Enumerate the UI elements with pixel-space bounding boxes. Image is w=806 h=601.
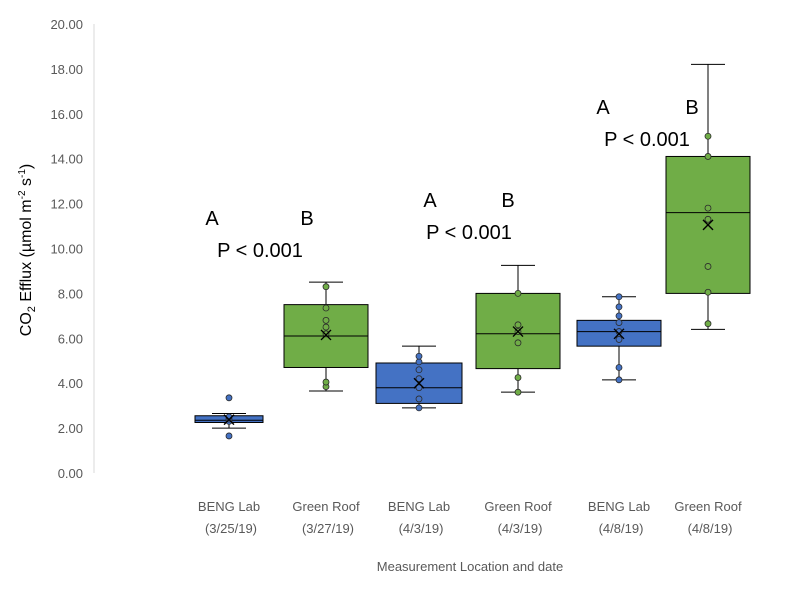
data-point [415, 375, 423, 383]
significance-letter: A [596, 97, 610, 119]
data-point [514, 289, 522, 297]
significance-letter: B [300, 208, 313, 230]
y-axis: 0.00 2.00 4.00 6.00 8.00 10.00 12.00 14.00 16.00… [50, 17, 95, 481]
data-point [225, 432, 233, 440]
y-tick-label: 0.00 [58, 466, 83, 481]
y-tick-label: 4.00 [58, 376, 83, 391]
data-point [704, 204, 712, 212]
data-point [415, 384, 423, 392]
y-title-mid2: s [18, 178, 35, 190]
data-point [415, 352, 423, 360]
data-point [322, 330, 330, 338]
significance-letter: A [205, 208, 219, 230]
data-point [704, 320, 712, 328]
box-3 [375, 345, 463, 412]
y-title-mid: Efflux (µmol m [18, 199, 35, 306]
y-title-end: ) [18, 164, 35, 169]
box-2 [283, 281, 369, 392]
y-axis-title: CO2 Efflux (µmol m-2 s-1) [17, 164, 38, 336]
data-point [415, 366, 423, 374]
mean-marker [413, 377, 425, 389]
data-point [704, 132, 712, 140]
data-point [322, 283, 330, 291]
y-title-subscript: 2 [26, 306, 38, 312]
p-value-label: P < 0.001 [217, 240, 303, 262]
x-category-name: Green Roof [292, 499, 360, 514]
y-title-prefix: CO [18, 312, 35, 336]
x-category-name: Green Roof [484, 499, 552, 514]
x-category-date: (4/3/19) [399, 521, 444, 536]
box-1 [194, 394, 264, 440]
data-point [322, 304, 330, 312]
mean-marker [223, 414, 235, 426]
y-tick-label: 20.00 [50, 17, 83, 32]
box-4 [475, 264, 561, 396]
y-tick-label: 14.00 [50, 152, 83, 167]
x-category-name: BENG Lab [588, 499, 650, 514]
data-point [322, 378, 330, 386]
significance-annotations: A B P < 0.001 A B P < 0.001 A B P < 0.001 [205, 97, 698, 262]
data-point [615, 293, 623, 301]
y-tick-label: 6.00 [58, 331, 83, 346]
mean-marker [702, 219, 714, 231]
data-point [615, 376, 623, 384]
data-point [704, 215, 712, 223]
y-tick-label: 12.00 [50, 197, 83, 212]
data-point [322, 323, 330, 331]
data-point [415, 358, 423, 366]
data-point [225, 394, 233, 402]
data-point [615, 364, 623, 371]
annotation-group-3: A B P < 0.001 [596, 97, 698, 151]
mean-marker [320, 329, 332, 341]
x-category-date: (4/8/19) [599, 521, 644, 536]
x-category-date: (3/25/19) [205, 521, 257, 536]
data-point [704, 288, 712, 296]
data-point [415, 395, 423, 403]
y-tick-label: 18.00 [50, 62, 83, 77]
y-tick-label: 16.00 [50, 107, 83, 122]
mean-marker [512, 326, 524, 338]
data-point [514, 388, 522, 396]
annotation-group-1: A B P < 0.001 [205, 208, 313, 262]
x-category-date: (4/3/19) [498, 521, 543, 536]
significance-letter: B [685, 97, 698, 119]
box-5 [576, 293, 662, 384]
y-tick-label: 10.00 [50, 242, 83, 257]
x-category-name: BENG Lab [388, 499, 450, 514]
significance-letter: A [423, 190, 437, 212]
x-category-date: (4/8/19) [688, 521, 733, 536]
data-point [704, 263, 712, 270]
box-6 [665, 63, 751, 330]
data-point [615, 312, 623, 320]
data-point [514, 374, 522, 381]
significance-letter: B [501, 190, 514, 212]
data-point [415, 404, 423, 412]
data-point [615, 303, 623, 311]
data-point [322, 316, 330, 324]
x-category-labels: BENG Lab (3/25/19) Green Roof (3/27/19) BENG… [198, 499, 742, 536]
x-category-date: (3/27/19) [302, 521, 354, 536]
data-point [615, 336, 623, 343]
mean-marker [613, 328, 625, 340]
data-point [514, 339, 522, 347]
y-tick-label: 8.00 [58, 286, 83, 301]
p-value-label: P < 0.001 [604, 129, 690, 151]
y-title-superscript-2: -1 [17, 169, 28, 178]
p-value-label: P < 0.001 [426, 222, 512, 244]
y-title-superscript-1: -2 [17, 190, 28, 199]
annotation-group-2: A B P < 0.001 [423, 190, 514, 244]
x-axis-title: Measurement Location and date [377, 559, 563, 574]
x-category-name: Green Roof [674, 499, 742, 514]
data-point [514, 321, 522, 329]
data-point [704, 153, 712, 160]
y-tick-label: 2.00 [58, 421, 83, 436]
x-category-name: BENG Lab [198, 499, 260, 514]
box-series [194, 63, 751, 440]
data-point [615, 319, 623, 326]
